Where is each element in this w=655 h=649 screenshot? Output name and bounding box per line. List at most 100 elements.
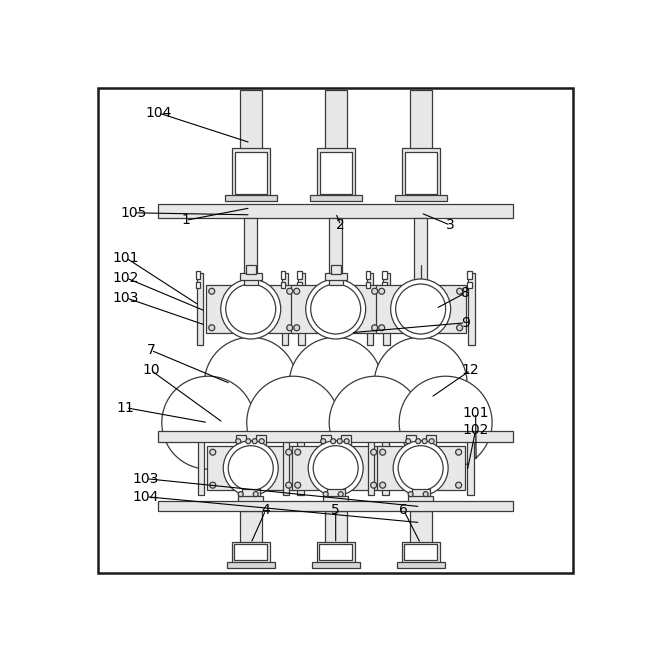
Circle shape bbox=[396, 284, 445, 334]
Circle shape bbox=[286, 482, 291, 488]
Circle shape bbox=[306, 279, 365, 339]
Circle shape bbox=[380, 482, 386, 488]
Bar bbox=[319, 544, 352, 560]
Circle shape bbox=[295, 449, 301, 455]
Text: 103: 103 bbox=[113, 291, 139, 305]
Circle shape bbox=[405, 439, 411, 444]
Bar bbox=[240, 273, 262, 280]
Circle shape bbox=[209, 324, 215, 331]
Bar bbox=[242, 489, 260, 498]
Bar bbox=[377, 446, 464, 490]
Bar bbox=[404, 544, 437, 560]
Bar bbox=[255, 435, 266, 446]
Circle shape bbox=[210, 482, 215, 488]
Bar bbox=[320, 152, 352, 194]
Bar bbox=[382, 271, 386, 279]
Circle shape bbox=[323, 492, 328, 496]
Bar bbox=[468, 273, 475, 345]
Circle shape bbox=[371, 324, 378, 331]
Bar bbox=[281, 282, 285, 288]
Text: 8: 8 bbox=[461, 286, 470, 300]
Text: 12: 12 bbox=[462, 363, 479, 377]
Bar bbox=[467, 441, 474, 495]
Circle shape bbox=[309, 441, 363, 496]
Bar bbox=[426, 435, 436, 446]
Bar bbox=[467, 282, 472, 288]
Text: 3: 3 bbox=[446, 218, 455, 232]
Circle shape bbox=[246, 439, 251, 444]
Text: 102: 102 bbox=[113, 271, 139, 285]
Text: 11: 11 bbox=[117, 400, 135, 415]
Bar bbox=[244, 275, 257, 286]
Circle shape bbox=[329, 376, 422, 469]
Circle shape bbox=[331, 439, 335, 444]
Circle shape bbox=[371, 449, 377, 455]
Bar bbox=[382, 441, 388, 495]
Bar bbox=[207, 446, 295, 490]
Bar bbox=[246, 265, 255, 275]
Bar bbox=[159, 204, 513, 218]
Text: 1: 1 bbox=[181, 214, 190, 227]
Circle shape bbox=[398, 446, 443, 491]
Text: 6: 6 bbox=[399, 503, 408, 517]
Circle shape bbox=[223, 441, 278, 496]
Circle shape bbox=[228, 446, 273, 491]
Bar bbox=[325, 273, 346, 280]
Bar bbox=[321, 435, 331, 446]
Text: 101: 101 bbox=[462, 406, 489, 420]
Bar bbox=[291, 286, 381, 333]
Circle shape bbox=[374, 337, 467, 430]
Text: 4: 4 bbox=[261, 503, 270, 517]
Circle shape bbox=[286, 449, 291, 455]
Bar bbox=[409, 511, 432, 544]
Bar bbox=[323, 496, 348, 506]
Circle shape bbox=[236, 439, 241, 444]
Circle shape bbox=[204, 337, 297, 430]
Bar bbox=[232, 542, 270, 563]
Text: 9: 9 bbox=[461, 316, 470, 330]
Text: 102: 102 bbox=[462, 423, 489, 437]
Bar bbox=[310, 195, 362, 201]
Bar bbox=[236, 435, 246, 446]
Bar bbox=[317, 148, 354, 198]
Bar bbox=[196, 282, 200, 288]
Circle shape bbox=[210, 449, 215, 455]
Circle shape bbox=[253, 492, 258, 496]
Bar bbox=[198, 441, 204, 495]
Bar bbox=[297, 282, 302, 288]
Bar bbox=[312, 561, 360, 568]
Circle shape bbox=[371, 482, 377, 488]
Circle shape bbox=[379, 288, 384, 294]
Circle shape bbox=[293, 324, 300, 331]
Bar bbox=[297, 271, 302, 279]
Bar bbox=[298, 273, 305, 345]
Bar bbox=[325, 90, 346, 151]
Circle shape bbox=[290, 337, 382, 430]
Text: 103: 103 bbox=[132, 472, 159, 485]
Circle shape bbox=[338, 492, 343, 496]
Text: 10: 10 bbox=[142, 363, 160, 377]
Text: 101: 101 bbox=[113, 251, 139, 265]
Bar bbox=[367, 273, 373, 345]
Text: 105: 105 bbox=[120, 206, 147, 220]
Circle shape bbox=[379, 324, 384, 331]
Circle shape bbox=[259, 439, 264, 444]
Circle shape bbox=[293, 288, 300, 294]
Circle shape bbox=[221, 279, 281, 339]
Bar bbox=[408, 496, 433, 506]
Bar bbox=[325, 511, 346, 544]
Bar bbox=[329, 218, 342, 283]
Circle shape bbox=[380, 449, 386, 455]
Bar bbox=[405, 152, 437, 194]
Bar bbox=[225, 195, 276, 201]
Circle shape bbox=[209, 288, 215, 294]
Circle shape bbox=[162, 376, 255, 469]
Bar bbox=[159, 431, 513, 442]
Bar bbox=[159, 501, 513, 511]
Bar bbox=[395, 195, 447, 201]
Bar bbox=[240, 90, 262, 151]
Bar bbox=[411, 489, 430, 498]
Circle shape bbox=[226, 284, 276, 334]
Circle shape bbox=[393, 441, 448, 496]
Bar bbox=[234, 544, 267, 560]
